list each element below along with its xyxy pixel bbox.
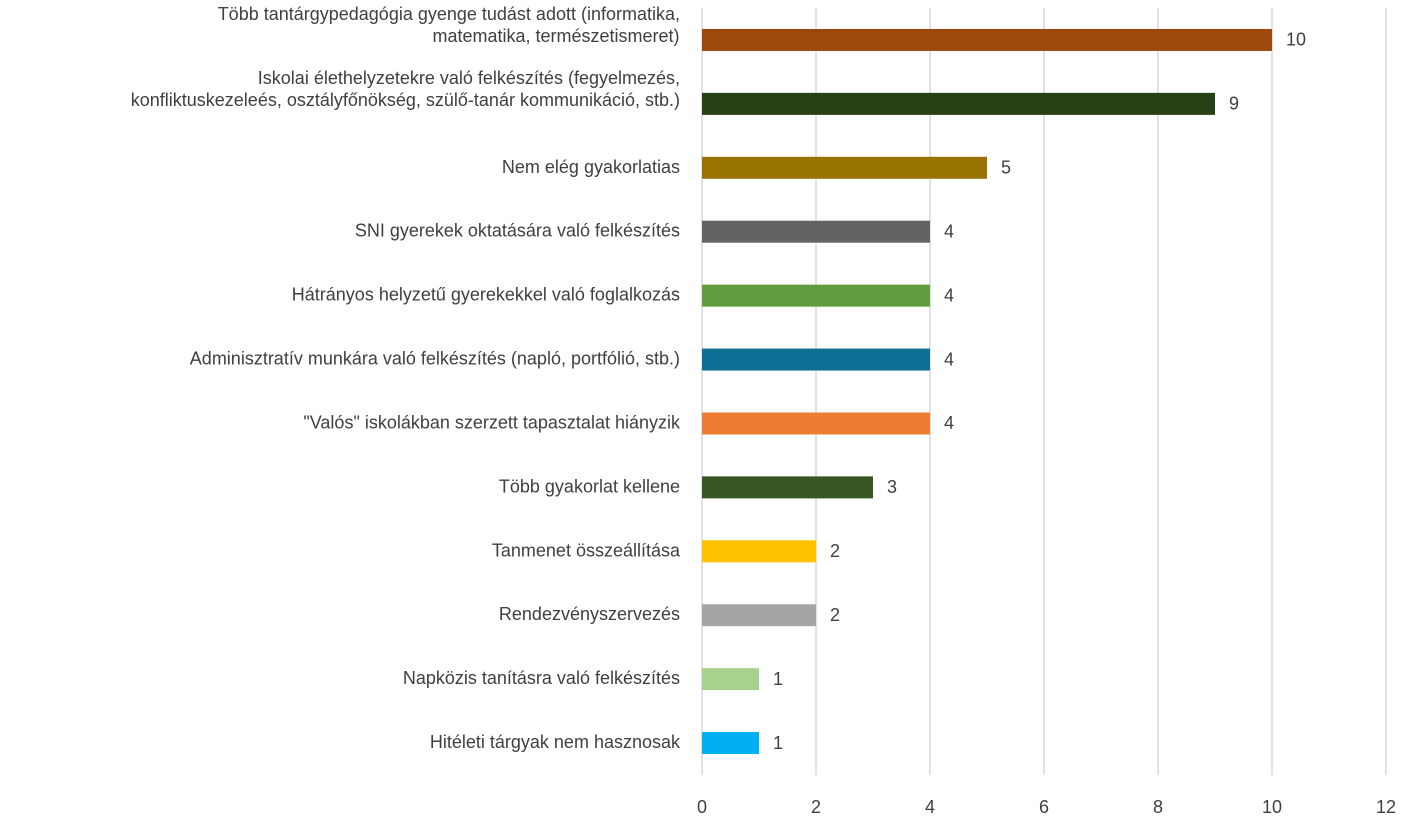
bar [702,284,930,307]
y-tick-label: Iskolai élethelyzetekre való felkészítés… [131,68,680,110]
y-tick-label: "Valós" iskolákban szerzett tapasztalat … [303,412,681,432]
bar [702,220,930,243]
value-label: 1 [773,669,783,689]
bar [702,28,1272,51]
y-tick-label: Adminisztratív munkára való felkészítés … [190,348,680,368]
y-tick-label: Rendezvényszervezés [499,604,680,624]
bar [702,604,816,627]
bar [702,476,873,499]
x-tick-label: 8 [1153,797,1163,817]
x-tick-label: 12 [1376,797,1396,817]
y-tick-label: Több gyakorlat kellene [499,476,680,496]
value-label: 4 [944,349,954,369]
value-label: 5 [1001,158,1011,178]
value-label: 9 [1229,94,1239,114]
x-tick-label: 6 [1039,797,1049,817]
x-tick-label: 4 [925,797,935,817]
y-tick-label: SNI gyerekek oktatására való felkészítés [355,220,680,240]
x-tick-label: 10 [1262,797,1282,817]
value-label: 4 [944,285,954,305]
bar [702,732,759,755]
value-label: 2 [830,541,840,561]
value-label: 1 [773,733,783,753]
y-tick-label: Hitéleti tárgyak nem hasznosak [430,732,681,752]
value-label: 3 [887,477,897,497]
value-label: 4 [944,413,954,433]
bar [702,348,930,371]
y-tick-label: Több tantárgypedagógia gyenge tudást ado… [218,4,680,46]
y-tick-label: Hátrányos helyzetű gyerekekkel való fogl… [292,284,680,304]
value-label: 10 [1286,30,1306,50]
bar [702,156,987,179]
bar [702,412,930,435]
y-tick-label: Nem elég gyakorlatias [502,157,680,177]
y-tick-label: Tanmenet összeállítása [492,540,681,560]
y-tick-label: Napközis tanításra való felkészítés [403,668,680,688]
bar [702,668,759,691]
x-tick-label: 0 [697,797,707,817]
x-tick-label: 2 [811,797,821,817]
value-label: 4 [944,221,954,241]
value-label: 2 [830,605,840,625]
bar [702,540,816,563]
bar [702,92,1215,115]
